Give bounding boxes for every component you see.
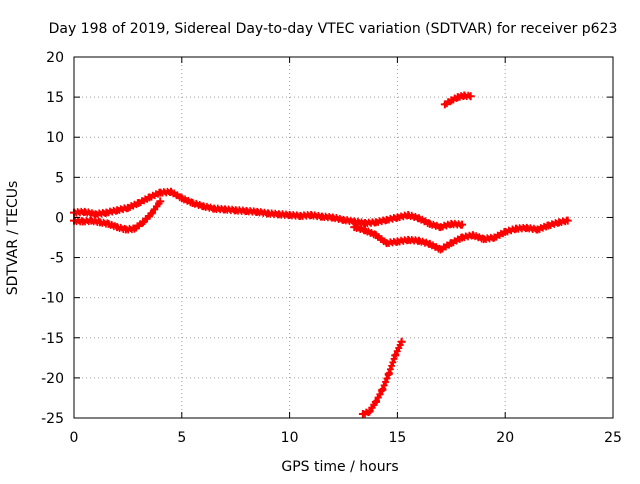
y-tick-label: -5 [50,251,64,267]
x-tick-label: 20 [496,430,514,446]
y-tick-label: -20 [41,371,64,387]
data-point [397,337,406,346]
data-point [466,92,475,101]
x-axis-label: GPS time / hours [281,459,398,475]
series-lower-segment [358,337,406,418]
data-points [70,91,572,418]
y-tick-label: -15 [41,331,64,347]
y-tick-label: -25 [41,411,64,427]
data-point [156,197,165,206]
x-tick-label: 15 [388,430,406,446]
axis-ticks: 0 5 10 15 20 25 -25 -20 -15 -10 -5 0 5 10 15 20 [41,50,622,446]
x-tick-label: 5 [177,430,186,446]
y-tick-label: 5 [55,170,64,186]
y-tick-label: 0 [55,210,64,226]
y-tick-label: -10 [41,291,64,307]
y-axis-label: SDTVAR / TECUs [5,181,21,296]
chart-title: Day 198 of 2019, Sidereal Day-to-day VTE… [49,21,618,37]
plot-frame [73,56,614,419]
y-tick-label: 20 [46,50,64,66]
y-tick-label: 10 [46,130,64,146]
series-main-track [70,187,467,232]
gridlines [74,57,613,418]
series-lower-track-early [70,197,165,234]
x-tick-label: 10 [281,430,299,446]
y-tick-label: 15 [46,90,64,106]
series-upper-segment [440,91,475,109]
series-lower-track-late [350,216,572,254]
x-tick-label: 25 [604,430,622,446]
data-point [458,220,467,229]
data-point [563,216,572,225]
x-tick-label: 0 [70,430,79,446]
